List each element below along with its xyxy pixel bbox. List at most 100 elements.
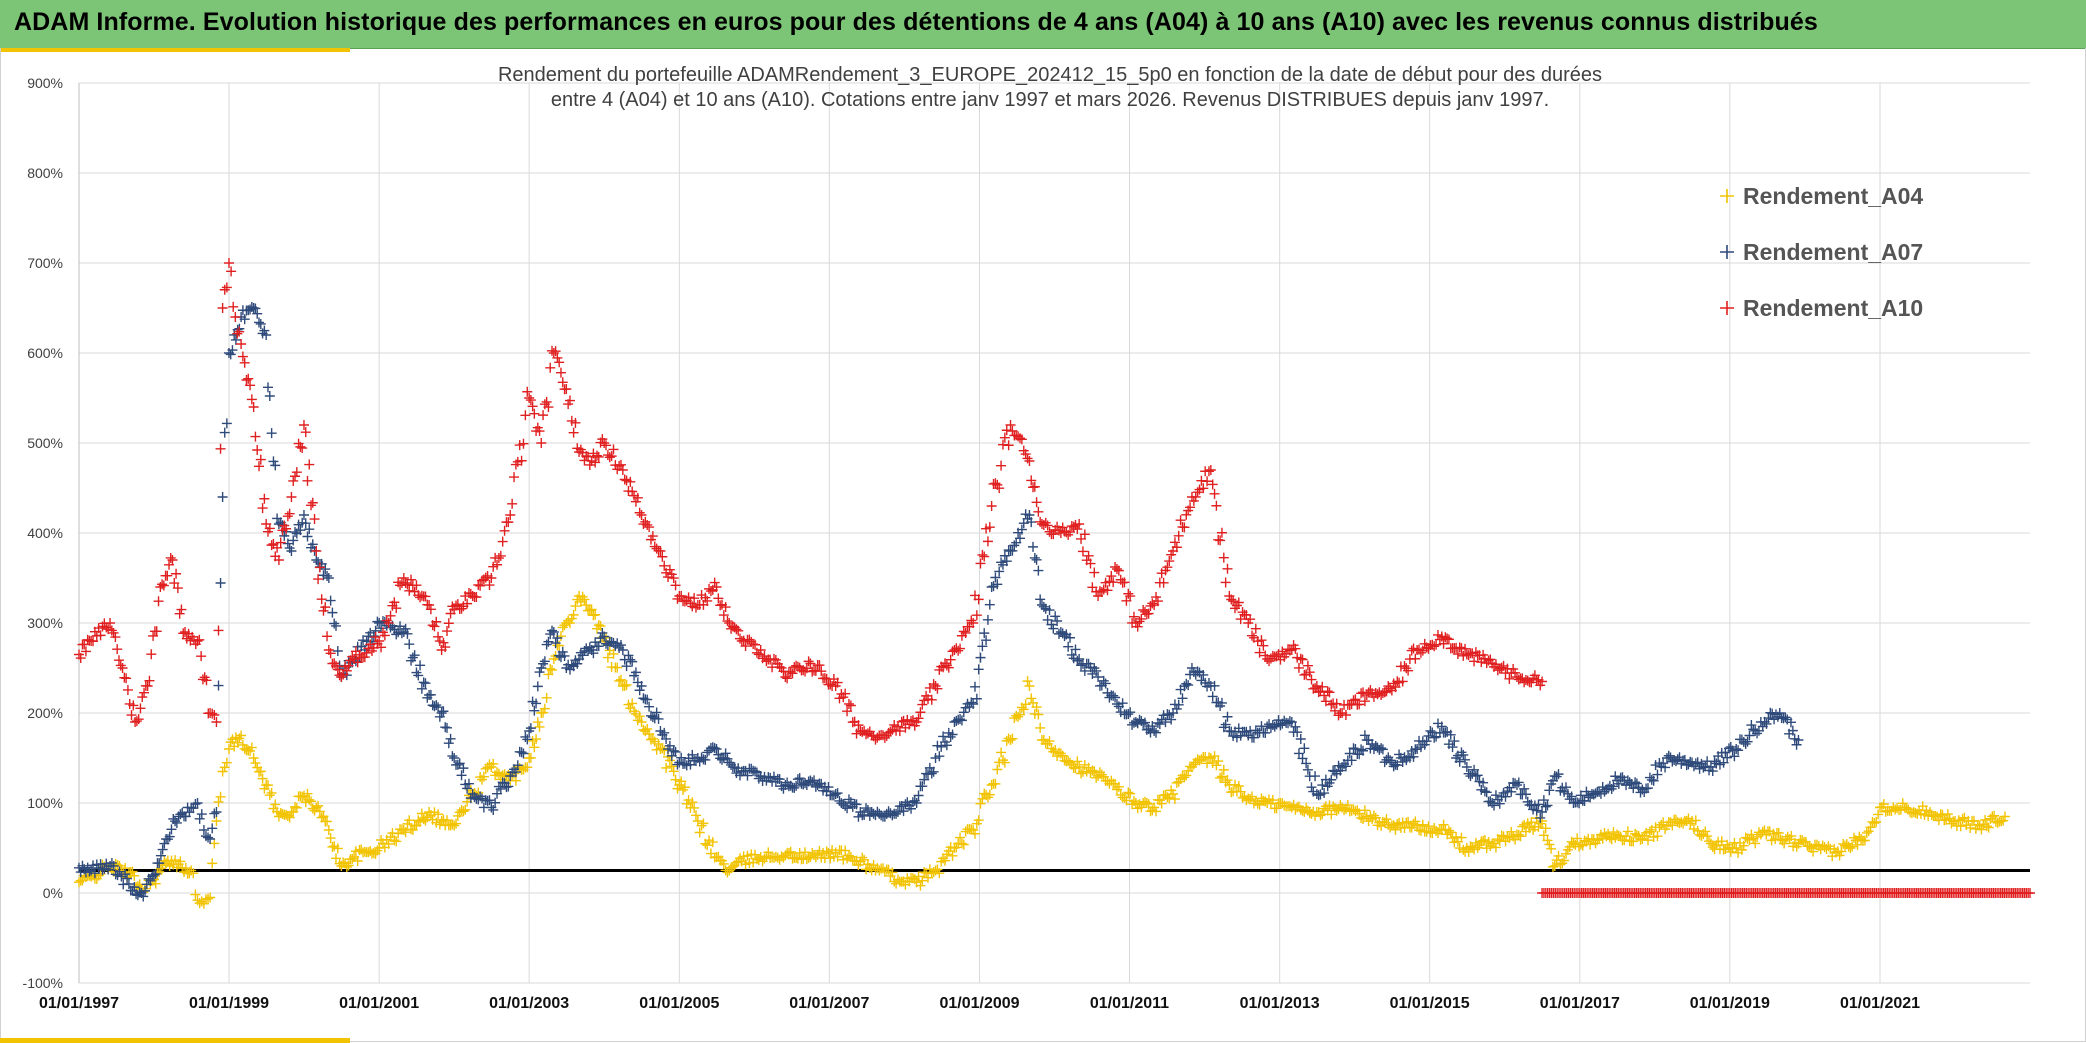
data-point (1506, 786, 1517, 797)
data-point (264, 390, 275, 401)
data-point (634, 685, 645, 696)
data-point (990, 572, 1001, 583)
data-point (518, 748, 529, 759)
x-tick-label: 01/01/2019 (1690, 995, 1770, 1012)
data-point (1014, 709, 1025, 720)
data-point (1432, 718, 1443, 729)
data-point (1018, 704, 1029, 715)
data-point (664, 740, 675, 751)
data-point (999, 550, 1010, 561)
y-tick-label: 200% (27, 705, 63, 721)
data-point (99, 618, 110, 629)
data-point (1022, 676, 1033, 687)
data-point (250, 758, 261, 769)
page-title: ADAM Informe. Evolution historique des p… (14, 8, 1818, 36)
data-point (1622, 826, 1633, 837)
data-point (564, 618, 575, 629)
data-point (516, 455, 527, 466)
data-point (106, 625, 117, 636)
data-point (1744, 730, 1755, 741)
data-point (254, 317, 265, 328)
data-point (1181, 678, 1192, 689)
data-point (1100, 678, 1111, 689)
data-point (433, 702, 444, 713)
data-point (982, 536, 993, 547)
data-point (520, 731, 531, 742)
data-point (966, 697, 977, 708)
data-point (391, 836, 402, 847)
data-point (306, 500, 317, 511)
data-point (298, 510, 309, 520)
data-point (1921, 805, 1932, 816)
data-point (1500, 791, 1511, 802)
data-point (1354, 699, 1365, 710)
data-point (158, 580, 169, 591)
data-point (527, 401, 538, 412)
data-point (945, 731, 956, 742)
data-point (1460, 754, 1471, 765)
data-point (625, 654, 636, 665)
data-point (550, 346, 561, 357)
data-point (1406, 645, 1417, 656)
data-point (1445, 827, 1456, 838)
accent-bar-top (0, 48, 350, 52)
data-point (1140, 717, 1150, 728)
data-point (1072, 756, 1083, 767)
x-tick-label: 01/01/2005 (639, 995, 719, 1012)
data-point (146, 649, 157, 660)
data-point (400, 578, 411, 589)
data-point (1478, 835, 1489, 846)
data-point (887, 867, 898, 878)
data-point (359, 652, 370, 663)
data-point (588, 648, 599, 659)
data-point (1205, 465, 1216, 475)
data-point (1417, 819, 1428, 830)
data-point (1976, 824, 1987, 835)
data-point (512, 760, 523, 771)
data-point (597, 434, 608, 445)
data-point (1077, 546, 1088, 557)
data-point (973, 594, 984, 605)
data-point (687, 749, 698, 760)
data-point (302, 788, 313, 799)
data-point (282, 511, 293, 522)
data-point (1151, 806, 1162, 817)
data-point (1306, 674, 1317, 685)
data-point (659, 727, 670, 738)
data-point (832, 788, 843, 799)
data-point (1123, 588, 1134, 599)
data-point (524, 393, 535, 403)
data-point (1317, 809, 1328, 820)
data-point (1579, 796, 1590, 807)
x-tick-label: 01/01/2009 (939, 995, 1019, 1012)
data-point (1746, 829, 1757, 840)
data-point (690, 810, 701, 821)
x-tick-label: 01/01/2003 (489, 995, 569, 1012)
data-point (1020, 509, 1031, 520)
data-point (302, 531, 313, 542)
data-point (1033, 709, 1044, 720)
data-point (478, 802, 489, 813)
data-point (1297, 654, 1308, 665)
data-point (1158, 577, 1169, 588)
data-point (127, 866, 138, 877)
data-point (438, 637, 449, 648)
data-point (215, 443, 226, 454)
data-point (552, 633, 563, 644)
data-point (627, 486, 638, 497)
data-point (915, 880, 926, 891)
data-point (1220, 719, 1231, 730)
data-point (1171, 703, 1182, 714)
data-point (1216, 771, 1227, 782)
data-point (1613, 778, 1624, 789)
data-point (225, 349, 236, 360)
data-point (1203, 678, 1214, 689)
data-point (1452, 648, 1463, 659)
data-point (1429, 641, 1440, 652)
data-point (213, 680, 224, 691)
data-point (632, 677, 643, 688)
data-point (1065, 757, 1076, 768)
legend-label: Rendement_A07 (1743, 239, 1923, 265)
data-point (501, 782, 512, 793)
data-point (1190, 491, 1201, 502)
